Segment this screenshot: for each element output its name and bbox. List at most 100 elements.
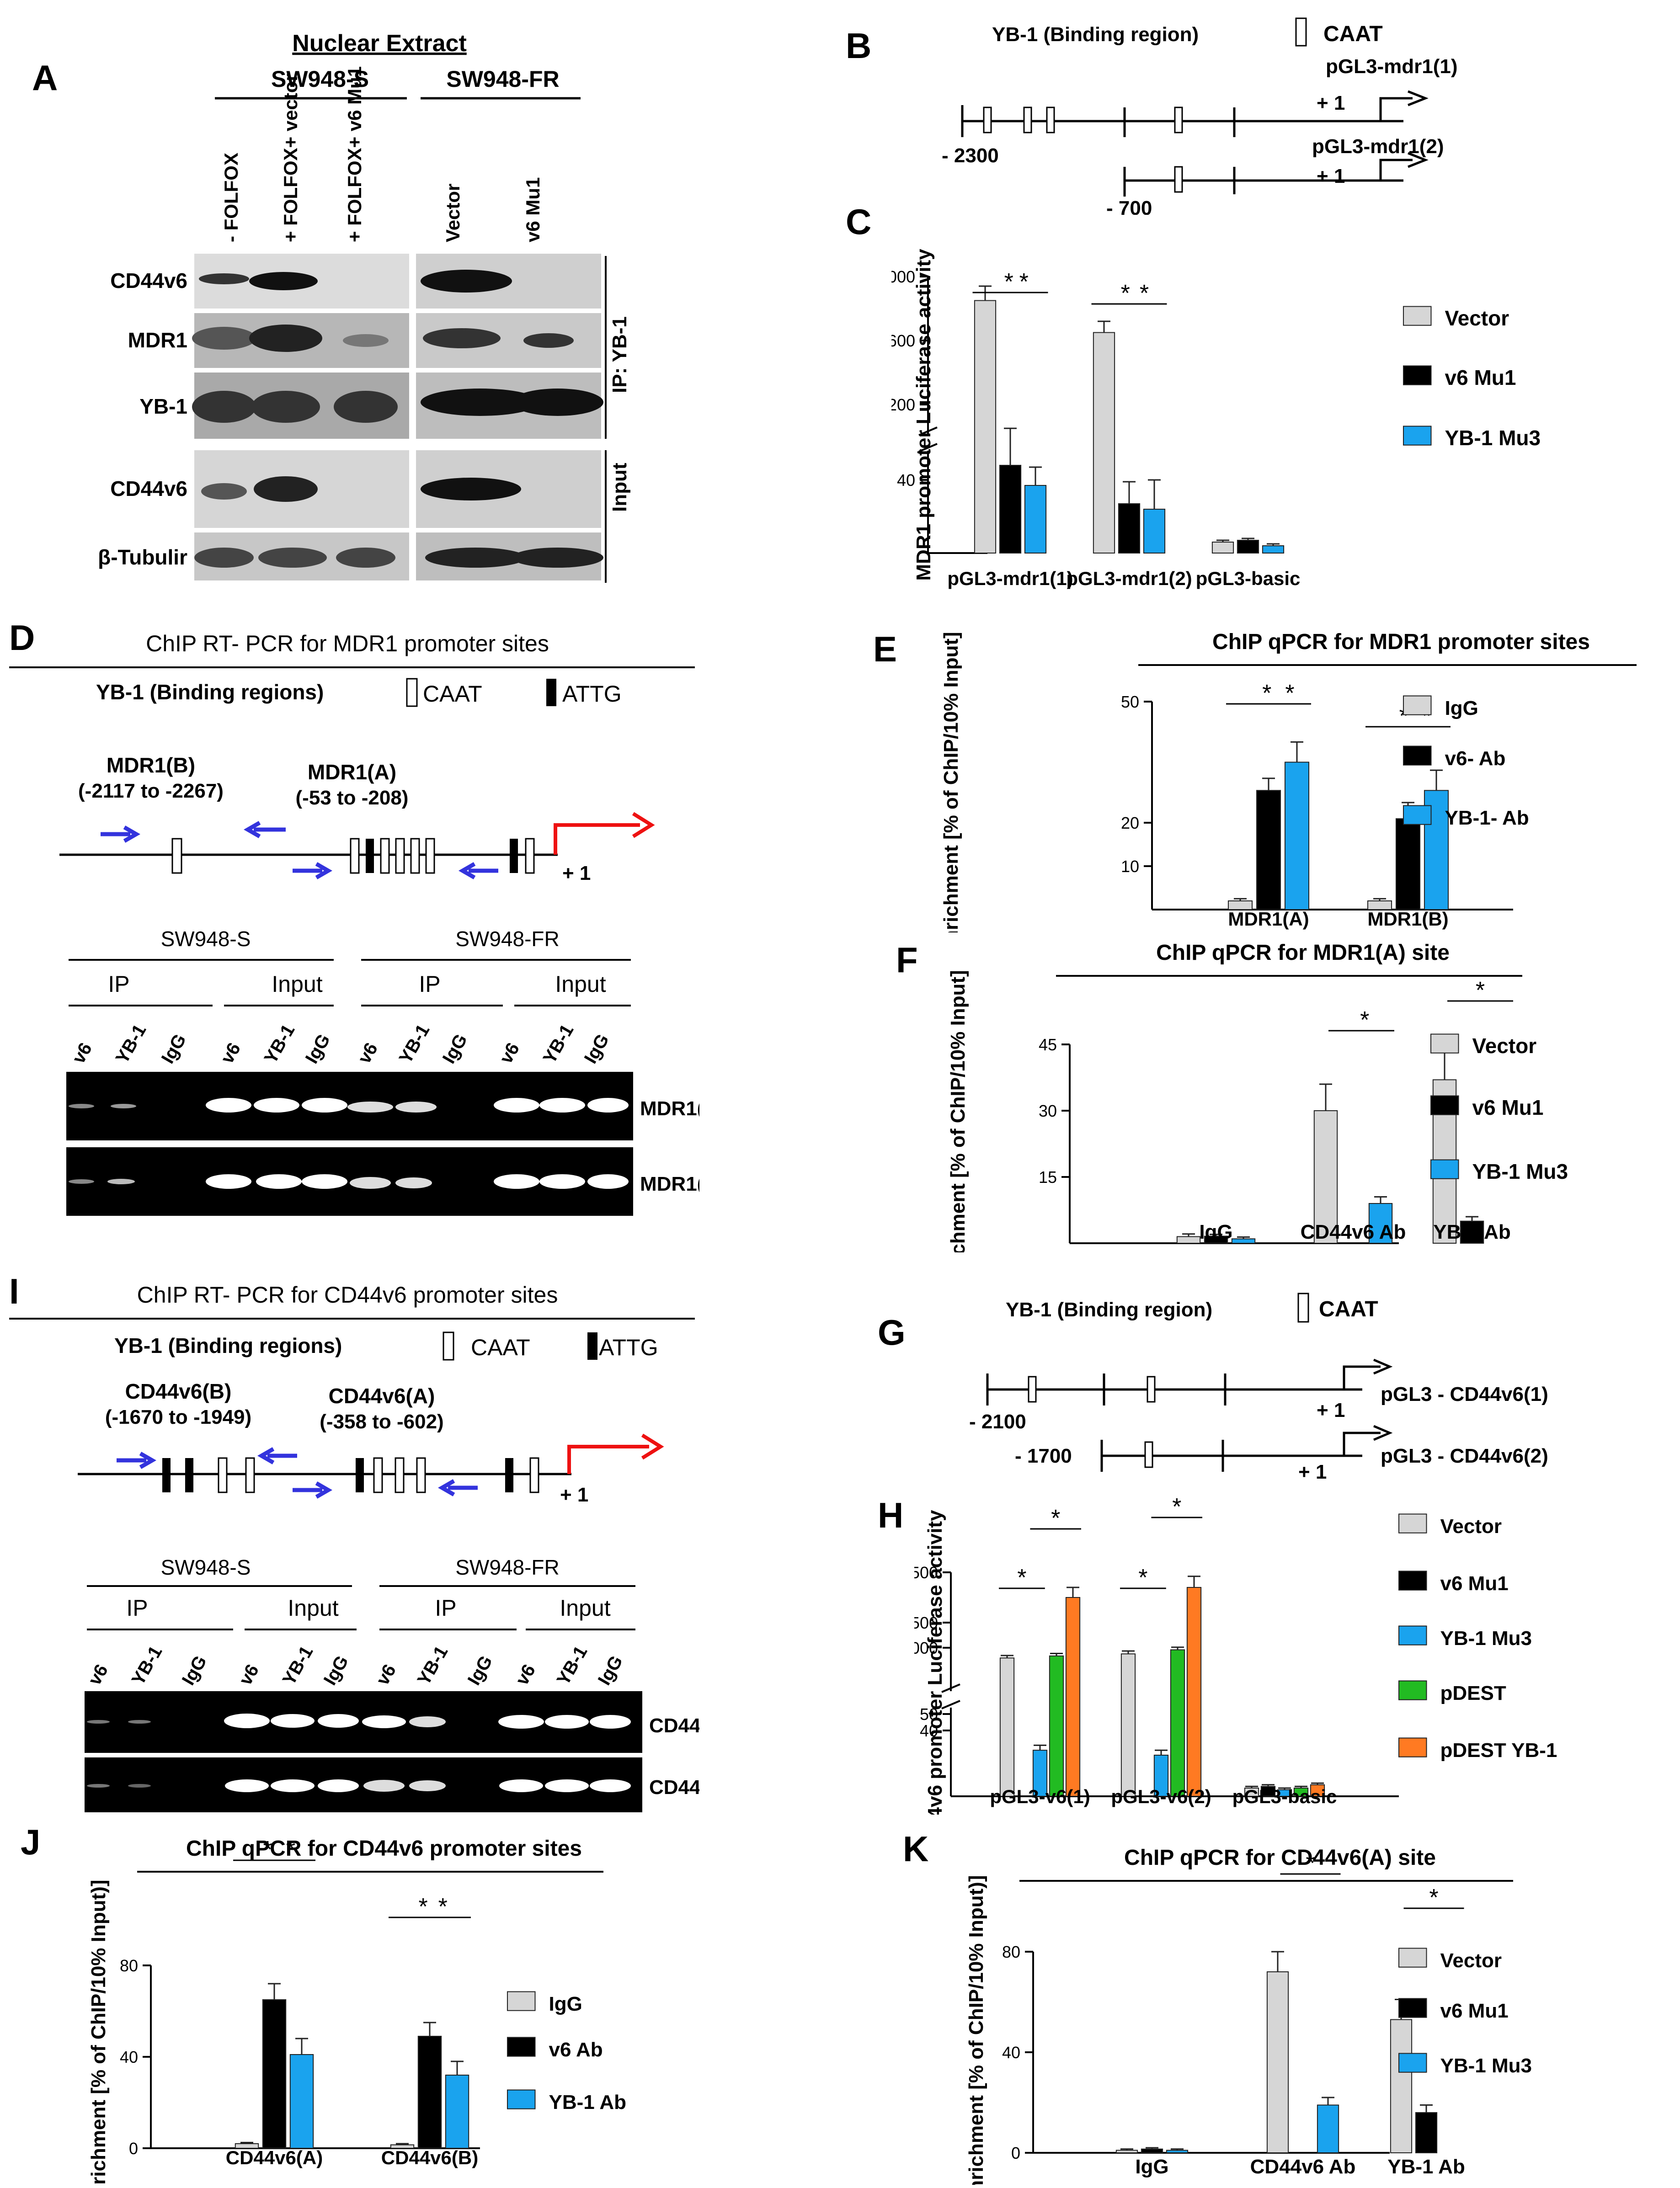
significance-star: * [418,1894,427,1920]
blot-strips [194,254,601,580]
legend-swatch [507,2089,536,2109]
svg-text:YB-1: YB-1 [128,1643,166,1689]
bar [999,465,1022,554]
svg-text:v6: v6 [217,1039,245,1067]
bar [1395,818,1421,910]
gel-lane-labels: v6 YB-1 IgG v6 YB-1 IgG v6 YB-1 IgG v6 Y… [85,1643,627,1689]
category-label: pGL3-v6(1) [990,1786,1090,1807]
tss-label: + 1 [562,862,591,884]
y-axis-label: % Enrichment [% of ChIP/10% Input] [947,970,969,1252]
bar [1153,1755,1169,1797]
chart-f-chip-qpcr-mdr1a: ChIP qPCR for MDR1(A) site 45 30 15 % Enrich… [947,941,1568,1252]
y-tick-label: 40 [1002,2043,1020,2062]
bar [445,2075,469,2149]
panel-letter-i: I [9,1271,19,1311]
y-tick-label: 50 [1121,692,1139,711]
bar [417,2036,442,2149]
bar [1284,761,1310,910]
legend-caat: CAAT [1323,22,1383,46]
gel-subgroup: Input [288,1595,338,1621]
y-axis-label: CD44v6 promoter Luciferase activity [924,1510,946,1815]
gel-label-mdr1-a: MDR1(A) [640,1097,699,1120]
bar [974,300,997,554]
svg-text:IgG: IgG [594,1652,627,1689]
bar [1170,1649,1185,1797]
svg-text:YB-1: YB-1 [112,1021,150,1067]
panel-letter-b: B [846,26,872,66]
blot-bands [192,270,603,568]
bar [1415,2112,1438,2153]
row-label-cd44v6-input: CD44v6 [110,477,187,500]
gel-label-cd44v6-a: CD44v6(A) [649,1714,699,1737]
bar [1368,1203,1393,1244]
axis-break-mark [941,1700,960,1709]
significance-star: * [286,1837,295,1863]
legend-swatch [1403,426,1432,446]
svg-text:YB-1: YB-1 [395,1021,434,1067]
bar [1186,1587,1202,1797]
legend-swatch [1403,695,1432,715]
y-tick-label: 50 [920,1705,938,1724]
y-tick-label: 40 [920,1721,938,1740]
legend-caat: CAAT [423,681,482,707]
legend-label: IgG [549,1993,582,2015]
svg-text:IgG: IgG [158,1031,190,1067]
legend-swatch [1398,1737,1427,1757]
row-label-yb1: YB-1 [139,394,187,418]
category-label: YB-1 Ab [1433,1221,1511,1243]
bar [1256,790,1281,910]
nuclear-extract-header: Nuclear Extract [292,30,467,57]
category-label: CD44v6 Ab [1301,1221,1406,1243]
category-label: IgG [1199,1221,1232,1243]
category-label: pGL3-mdr1(1) [947,568,1073,589]
axis-break-mark [918,443,938,453]
group-label-sw948-fr: SW948-FR [446,66,559,92]
primer-arrows [101,821,498,879]
site-label-mdr1-a: MDR1(A) [308,760,396,784]
position-1700: - 1700 [1015,1445,1072,1467]
row-label-beta-tubulin: β-Tubulir [98,545,187,569]
svg-text:v6: v6 [235,1661,263,1689]
category-label: MDR1(A) [1228,908,1309,930]
category-label: YB-1 Ab [1387,2156,1465,2178]
y-tick-label: 40 [120,2048,138,2066]
legend-swatch [1430,1095,1459,1115]
y-tick-label: 1000 [914,1639,938,1657]
site-range-mdr1-a: (-53 to -208) [296,787,409,809]
bar [1176,1236,1201,1244]
significance-star: * [1285,680,1294,707]
significance-star: * [1360,1007,1369,1033]
bar [999,1657,1015,1797]
ip-yb1-label: IP: YB-1 [608,316,631,393]
bar [1143,509,1166,554]
legend-label: v6 Mu1 [1472,1096,1544,1119]
category-label: IgG [1135,2156,1168,2178]
y-tick-label: 1500 [914,1613,938,1632]
legend-swatch [1403,306,1432,326]
construct-label-1: pGL3-mdr1(1) [1326,55,1457,78]
legend-label: IgG [1445,697,1478,719]
significance-star: * [1051,1505,1060,1532]
legend-label: Vector [1440,1949,1502,1972]
gel-subgroup: IP [126,1595,148,1621]
panel-letter-j: J [21,1822,41,1862]
y-tick-label: 600 [891,331,915,350]
bar [1032,1750,1048,1797]
bar [1024,485,1047,554]
row-label-mdr1: MDR1 [128,328,187,352]
svg-text:YB-1: YB-1 [414,1643,452,1689]
bar [289,2054,314,2149]
legend-yb1-binding-regions: YB-1 (Binding regions) [96,680,324,704]
position-700: - 700 [1106,197,1152,215]
legend-yb1-binding-regions: YB-1 (Binding regions) [114,1334,342,1358]
bar [1049,1655,1064,1797]
legend-label: v6 Ab [549,2039,603,2061]
site-range-mdr1-b: (-2117 to -2267) [78,780,224,802]
gel-group-sw948-fr: SW948-FR [455,927,559,951]
position-2100: - 2100 [969,1411,1026,1433]
legend-label: pDEST [1440,1682,1506,1704]
construct-label-1: pGL3 - CD44v6(1) [1381,1383,1548,1405]
category-label: MDR1(B) [1367,908,1448,930]
category-label: CD44v6(A) [226,2147,323,2168]
